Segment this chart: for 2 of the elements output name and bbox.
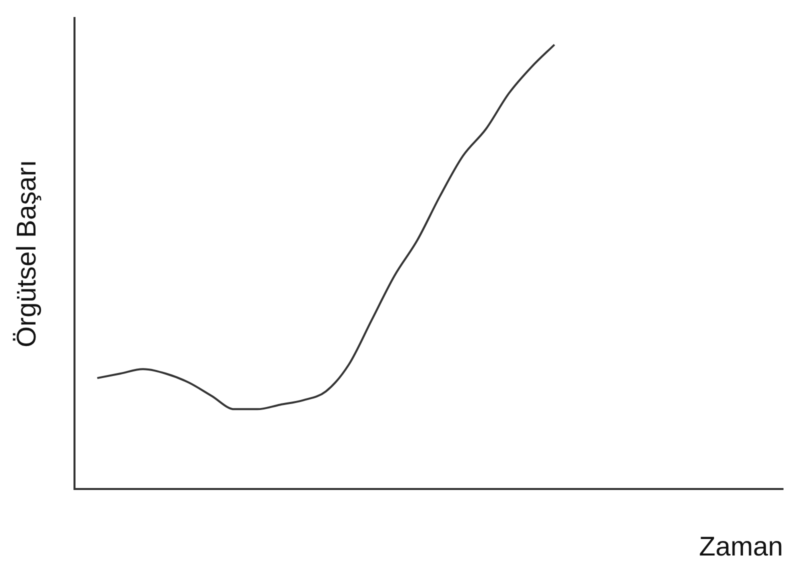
y-axis-title: Örgütsel Başarı [12, 160, 42, 348]
x-axis-title: Zaman [698, 531, 783, 562]
